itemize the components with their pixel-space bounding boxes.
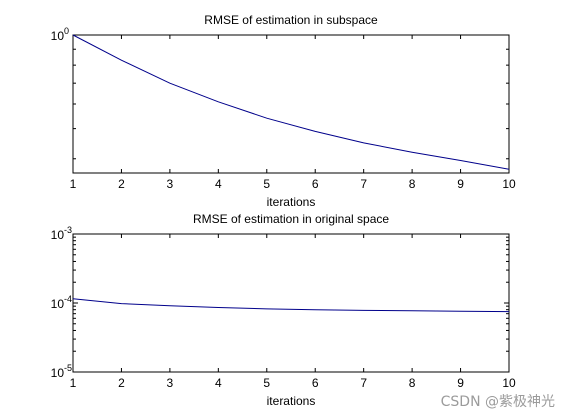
y-tick-label-base: 10 <box>51 297 65 311</box>
chart-title: RMSE of estimation in original space <box>193 212 389 226</box>
y-tick-label-base: 10 <box>51 29 65 43</box>
x-tick-label: 1 <box>70 376 77 390</box>
y-tick-label-exponent: 0 <box>64 26 69 36</box>
y-tick-label-exponent: -3 <box>64 225 72 235</box>
x-axis-ticks: 1 2 3 4 5 6 7 8 9 10 <box>70 35 516 191</box>
y-tick-label-exponent: -4 <box>64 294 72 304</box>
series-line <box>72 34 510 170</box>
x-axis-label: iterations <box>267 394 316 408</box>
y-tick-label-base: 10 <box>51 228 65 242</box>
x-tick-label: 8 <box>409 376 416 390</box>
chart-subspace-rmse: RMSE of estimation in subspace 1 2 3 4 5 6 7 8 9… <box>51 13 516 209</box>
y-axis-ticks: 10-310-410-5 <box>51 225 509 380</box>
x-tick-label: 6 <box>312 177 319 191</box>
y-tick-label-base: 10 <box>51 366 65 380</box>
watermark-text: CSDN @紫极神光 <box>440 394 555 410</box>
y-tick-label-exponent: -5 <box>64 363 72 373</box>
data-series-group <box>72 34 510 170</box>
y-tick-label: 10 <box>51 297 65 311</box>
x-tick-label: 5 <box>263 177 270 191</box>
x-tick-label: 10 <box>502 177 516 191</box>
data-series-group <box>72 298 510 313</box>
x-tick-label: 2 <box>118 177 125 191</box>
x-tick-label: 9 <box>457 177 464 191</box>
x-tick-label: 3 <box>167 177 174 191</box>
x-tick-label: 4 <box>215 177 222 191</box>
y-tick-label: 10 <box>51 228 65 242</box>
x-tick-label: 4 <box>215 376 222 390</box>
x-tick-label: 2 <box>118 376 125 390</box>
x-tick-label: 1 <box>70 177 77 191</box>
chart-title: RMSE of estimation in subspace <box>204 13 378 27</box>
x-tick-label: 9 <box>457 376 464 390</box>
x-axis-label: iterations <box>267 195 316 209</box>
y-axis-ticks: 10 0 <box>51 26 509 160</box>
x-tick-label: 6 <box>312 376 319 390</box>
chart-original-space-rmse: RMSE of estimation in original space 1 2 3… <box>51 212 516 408</box>
series-line <box>72 298 510 313</box>
x-tick-label: 5 <box>263 376 270 390</box>
x-tick-label: 3 <box>167 376 174 390</box>
y-tick-label: 10 <box>51 366 65 380</box>
y-tick-label: 10 <box>51 29 65 43</box>
x-tick-label: 7 <box>360 376 367 390</box>
x-tick-label: 8 <box>409 177 416 191</box>
x-axis-ticks: 1 2 3 4 5 6 7 8 9 10 <box>70 234 516 390</box>
x-tick-label: 10 <box>502 376 516 390</box>
x-tick-label: 7 <box>360 177 367 191</box>
